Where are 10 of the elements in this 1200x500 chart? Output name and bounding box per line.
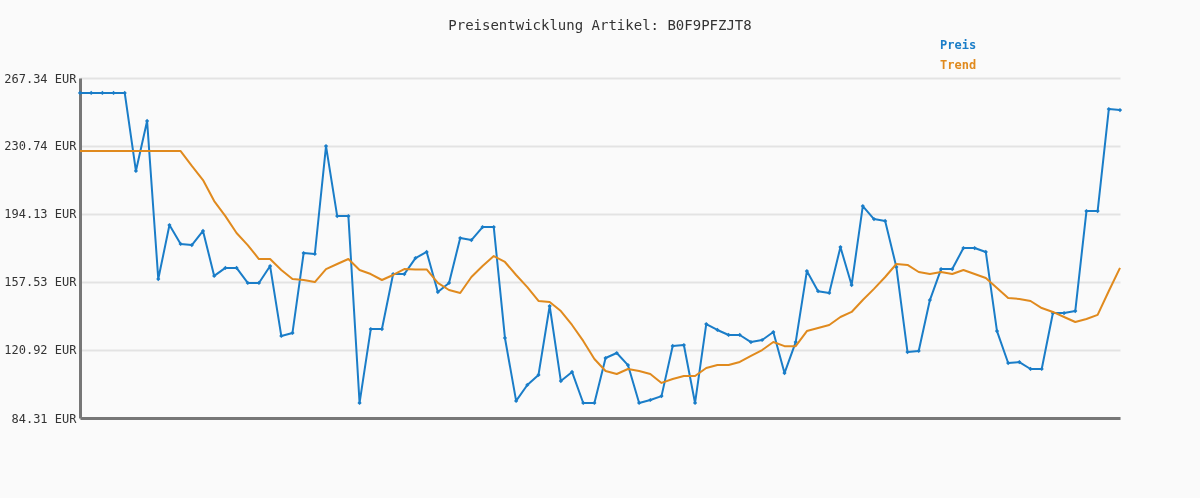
y-tick-label: 194.13 EUR <box>4 207 78 222</box>
chart-title: Preisentwicklung Artikel: B0F9PFZJT8 <box>448 17 752 33</box>
y-tick-label: 84.31 EUR <box>11 411 78 426</box>
y-tick-label: 157.53 EUR <box>4 275 78 290</box>
y-tick-label: 267.34 EUR <box>4 71 78 86</box>
y-tick-label: 120.92 EUR <box>4 343 78 358</box>
line-series <box>79 150 1121 384</box>
text: Trend <box>940 58 977 72</box>
y-tick-label: 230.74 EUR <box>4 139 78 154</box>
text: Preis <box>940 38 977 52</box>
